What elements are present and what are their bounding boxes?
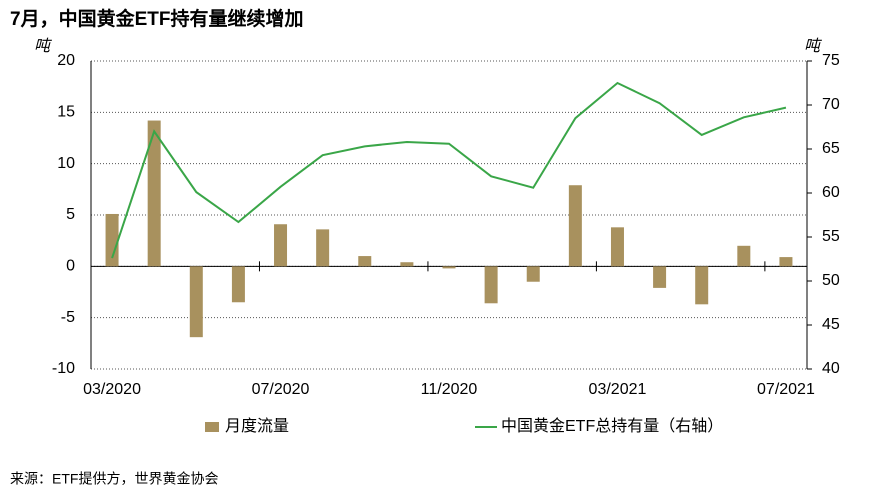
legend-label: 中国黄金ETF总持有量（右轴） [501, 417, 723, 435]
y-tick-label: 10 [57, 155, 75, 172]
y-tick-label: 20 [57, 52, 75, 69]
y-tick-label: 0 [66, 258, 75, 275]
bar [105, 213, 119, 267]
y-tick-label: 15 [57, 104, 75, 121]
y2-tick-label: 70 [822, 96, 840, 113]
x-tick-label: 03/2021 [589, 381, 647, 398]
x-tick-label: 07/2020 [252, 381, 310, 398]
bar [316, 229, 330, 267]
y2-tick-label: 60 [822, 184, 840, 201]
bar [231, 266, 245, 303]
legend-label: 月度流量 [225, 417, 289, 435]
y2-axis-label: 吨 [804, 37, 823, 55]
x-tick-label: 11/2020 [421, 381, 478, 398]
x-tick-label: 03/2020 [83, 381, 141, 398]
y2-tick-label: 40 [822, 360, 840, 377]
line [111, 81, 787, 259]
x-tick-label: 07/2021 [757, 381, 815, 398]
bar [147, 120, 161, 267]
y2-tick-label: 55 [822, 228, 840, 245]
bar [442, 266, 456, 269]
legend-swatch [205, 422, 219, 432]
bar [653, 266, 667, 288]
bar [274, 224, 288, 267]
bar [526, 266, 540, 282]
y2-tick-label: 65 [822, 140, 840, 157]
bar [189, 266, 203, 338]
y-tick-label: -5 [61, 309, 75, 326]
bar [695, 266, 709, 305]
y-tick-label: -10 [52, 360, 75, 377]
bar [568, 185, 582, 267]
y2-tick-label: 45 [822, 316, 840, 333]
y2-tick-label: 75 [822, 52, 840, 69]
source: 来源：ETF提供方，世界黄金协会 [10, 471, 218, 487]
y-axis-label: 吨 [34, 37, 53, 55]
chart-title: 7月，中国黄金ETF持有量继续增加 [10, 7, 303, 30]
bar [400, 262, 414, 267]
bar [484, 266, 498, 304]
bar [610, 227, 624, 267]
y2-tick-label: 50 [822, 272, 840, 289]
bar [358, 256, 372, 267]
y-tick-label: 5 [66, 206, 75, 223]
bar [737, 245, 751, 267]
bar [779, 257, 793, 267]
